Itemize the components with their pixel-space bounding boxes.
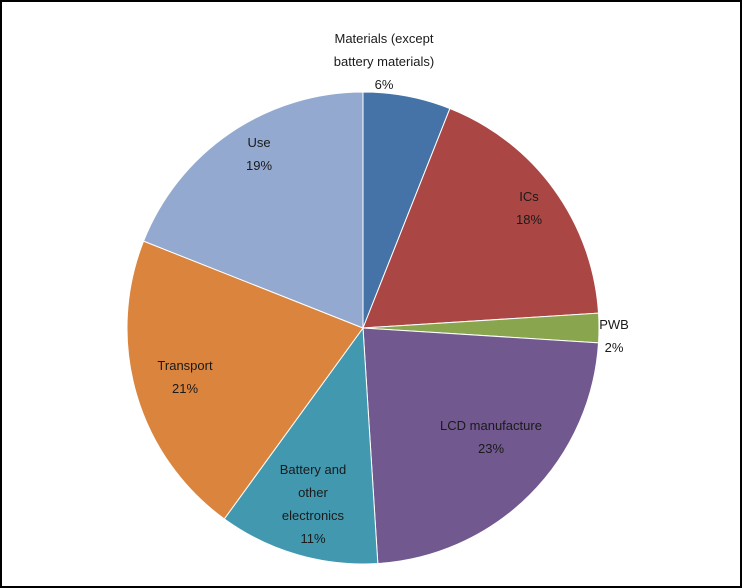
slice-label-line: Use bbox=[247, 135, 270, 150]
slice-value-text: 23% bbox=[478, 441, 504, 456]
slice-value-text: 18% bbox=[516, 212, 542, 227]
slice-label-line: Battery and bbox=[280, 462, 347, 477]
slice-value-text: 11% bbox=[300, 531, 325, 546]
pie-labels: Materials (except battery materials) 6% ICs… bbox=[157, 31, 628, 546]
pie-slice-use bbox=[142, 91, 364, 329]
pie-slice-ics bbox=[362, 107, 600, 329]
slice-label-pwb: PWB 2% bbox=[599, 317, 629, 355]
slice-label-use: Use 19% bbox=[246, 135, 272, 173]
slice-label-line: LCD manufacture bbox=[440, 418, 542, 433]
slice-label-line: ICs bbox=[519, 189, 539, 204]
pie-slice-lcd-manufacture bbox=[362, 327, 600, 565]
slice-value-text: 6% bbox=[375, 77, 394, 92]
slice-value-text: 19% bbox=[246, 158, 272, 173]
slice-label-line: other bbox=[298, 485, 328, 500]
pie-slice-transport bbox=[126, 240, 364, 520]
slice-label-line: battery materials) bbox=[334, 54, 434, 69]
slice-label-line: electronics bbox=[282, 508, 345, 523]
slice-label-materials-except-battery-materials: Materials (except battery materials) 6% bbox=[334, 31, 434, 92]
slice-label-line: Materials (except bbox=[335, 31, 434, 46]
pie-slices bbox=[126, 91, 600, 565]
slice-label-line: PWB bbox=[599, 317, 629, 332]
slice-value-text: 2% bbox=[605, 340, 624, 355]
slice-label-ics: ICs 18% bbox=[516, 189, 542, 227]
slice-value-text: 21% bbox=[172, 381, 198, 396]
slice-label-lcd-manufacture: LCD manufacture 23% bbox=[440, 418, 542, 456]
pie-slice-battery-and-other-electronics bbox=[223, 326, 379, 565]
slice-label-line: Transport bbox=[157, 358, 213, 373]
slice-label-transport: Transport 21% bbox=[157, 358, 213, 396]
slice-label-battery-and-other-electronics: Battery and other electronics 11% bbox=[280, 462, 347, 546]
